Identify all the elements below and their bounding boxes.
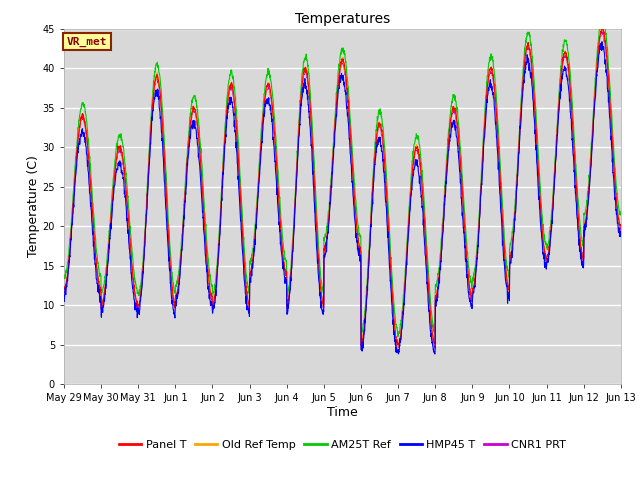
Y-axis label: Temperature (C): Temperature (C)	[27, 156, 40, 257]
X-axis label: Time: Time	[327, 406, 358, 419]
Title: Temperatures: Temperatures	[295, 12, 390, 26]
Legend: Panel T, Old Ref Temp, AM25T Ref, HMP45 T, CNR1 PRT: Panel T, Old Ref Temp, AM25T Ref, HMP45 …	[115, 436, 570, 455]
Text: VR_met: VR_met	[67, 37, 108, 47]
